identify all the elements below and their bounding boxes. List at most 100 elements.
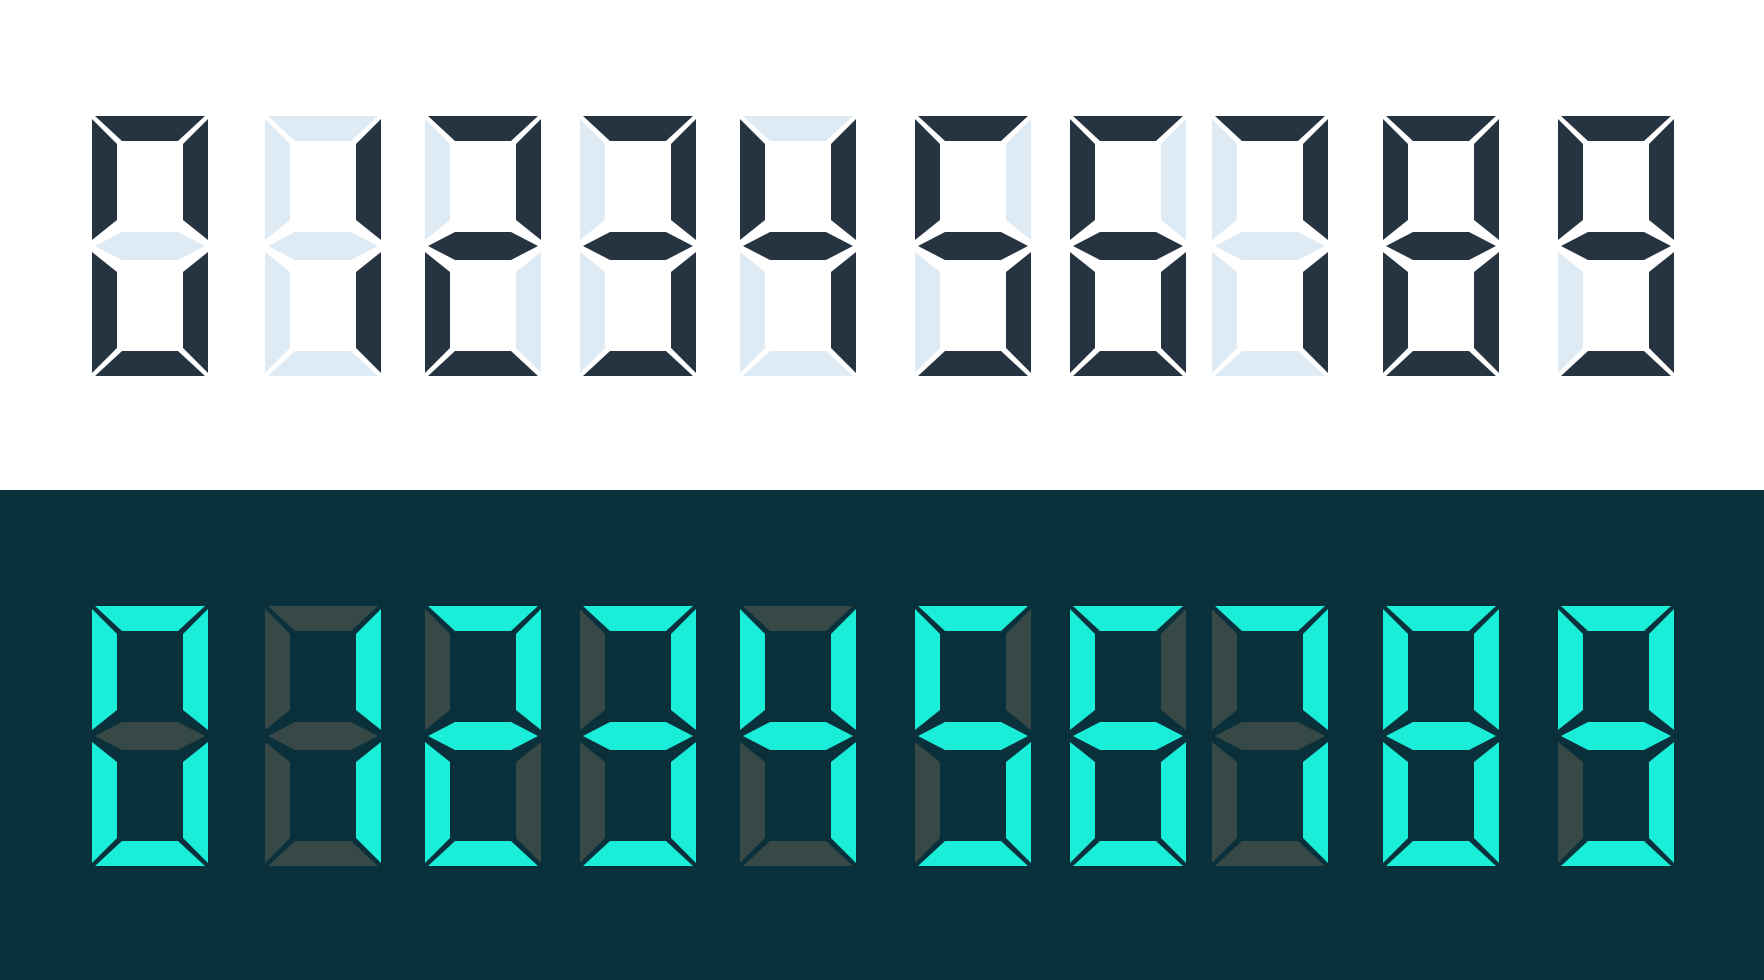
- segment-top-on: [918, 606, 1028, 631]
- segment-upper-left-off: [580, 609, 605, 730]
- segment-lower-right-off: [516, 742, 541, 863]
- segment-bottom-on: [918, 351, 1028, 376]
- segment-middle-off: [268, 232, 378, 260]
- segment-middle-off: [1215, 722, 1325, 750]
- segment-lower-left-off: [580, 252, 605, 373]
- segment-upper-right-off: [1161, 119, 1186, 240]
- segment-upper-left-off: [425, 119, 450, 240]
- segment-middle-on: [428, 722, 538, 750]
- segment-lower-left-off: [740, 742, 765, 863]
- segment-lower-left-on: [1070, 742, 1095, 863]
- segment-top-off: [743, 116, 853, 141]
- light-digit-4: [740, 116, 856, 376]
- dark-digit-7: [1212, 606, 1328, 866]
- segment-lower-right-on: [1303, 252, 1328, 373]
- segment-top-on: [95, 606, 205, 631]
- segment-upper-left-off: [1212, 609, 1237, 730]
- segment-upper-left-on: [1558, 609, 1583, 730]
- segment-lower-left-off: [1558, 252, 1583, 373]
- seven-segment-display: [92, 116, 208, 376]
- segment-upper-left-on: [1383, 119, 1408, 240]
- segment-top-on: [95, 116, 205, 141]
- segment-middle-on: [918, 232, 1028, 260]
- segment-bottom-off: [743, 351, 853, 376]
- segment-middle-on: [1073, 722, 1183, 750]
- segment-upper-right-on: [516, 119, 541, 240]
- dark-digit-1: [265, 606, 381, 866]
- segment-upper-left-off: [580, 119, 605, 240]
- segment-middle-on: [743, 722, 853, 750]
- segment-lower-left-off: [1212, 252, 1237, 373]
- seven-segment-display: [740, 116, 856, 376]
- segment-top-off: [268, 606, 378, 631]
- segment-bottom-on: [1561, 841, 1671, 866]
- seven-segment-display: [1383, 116, 1499, 376]
- segment-lower-right-on: [1161, 252, 1186, 373]
- segment-top-on: [583, 606, 693, 631]
- segment-upper-left-on: [1070, 609, 1095, 730]
- segment-lower-right-on: [356, 742, 381, 863]
- segment-upper-right-on: [831, 119, 856, 240]
- segment-upper-left-off: [265, 609, 290, 730]
- seven-segment-display: [1558, 116, 1674, 376]
- segment-upper-right-off: [1161, 609, 1186, 730]
- seven-segment-display: [915, 606, 1031, 866]
- dark-digit-4: [740, 606, 856, 866]
- segment-middle-on: [743, 232, 853, 260]
- seven-segment-display: [580, 116, 696, 376]
- segment-upper-right-on: [183, 609, 208, 730]
- segment-upper-left-on: [1558, 119, 1583, 240]
- segment-upper-left-on: [915, 119, 940, 240]
- segment-lower-left-off: [740, 252, 765, 373]
- segment-bottom-on: [428, 351, 538, 376]
- segment-upper-right-off: [1006, 609, 1031, 730]
- segment-middle-on: [583, 232, 693, 260]
- segment-lower-right-on: [1303, 742, 1328, 863]
- segment-upper-left-off: [425, 609, 450, 730]
- seven-segment-display: [1212, 116, 1328, 376]
- segment-top-on: [1073, 116, 1183, 141]
- segment-upper-left-on: [92, 609, 117, 730]
- seven-segment-display: [425, 116, 541, 376]
- segment-lower-right-on: [671, 742, 696, 863]
- segment-lower-right-off: [516, 252, 541, 373]
- segment-bottom-on: [1561, 351, 1671, 376]
- segment-top-on: [1215, 116, 1325, 141]
- segment-bottom-on: [95, 841, 205, 866]
- segment-middle-off: [268, 722, 378, 750]
- segment-middle-off: [1215, 232, 1325, 260]
- segment-middle-on: [428, 232, 538, 260]
- segment-lower-right-on: [1006, 742, 1031, 863]
- segment-bottom-on: [1386, 351, 1496, 376]
- light-digit-9: [1558, 116, 1674, 376]
- seven-segment-display: [1558, 606, 1674, 866]
- segment-bottom-on: [428, 841, 538, 866]
- segment-bottom-on: [1073, 841, 1183, 866]
- segment-lower-left-on: [1383, 742, 1408, 863]
- segment-upper-right-on: [1303, 609, 1328, 730]
- segment-middle-on: [1386, 722, 1496, 750]
- seven-segment-display: [1070, 116, 1186, 376]
- seven-segment-display: [265, 606, 381, 866]
- seven-segment-display: [1070, 606, 1186, 866]
- segment-upper-right-on: [1649, 119, 1674, 240]
- dark-digit-0: [92, 606, 208, 866]
- dark-digit-5: [915, 606, 1031, 866]
- segment-upper-left-on: [740, 609, 765, 730]
- segment-upper-left-on: [1383, 609, 1408, 730]
- segment-upper-right-on: [671, 119, 696, 240]
- segment-lower-right-on: [1649, 742, 1674, 863]
- segment-upper-right-on: [516, 609, 541, 730]
- light-theme-panel: [92, 116, 1674, 376]
- dark-theme-panel: [0, 490, 1764, 980]
- segment-middle-on: [583, 722, 693, 750]
- segment-top-off: [268, 116, 378, 141]
- light-digit-7: [1212, 116, 1328, 376]
- seven-segment-display: [425, 606, 541, 866]
- segment-lower-right-on: [1649, 252, 1674, 373]
- segment-bottom-off: [1215, 841, 1325, 866]
- segment-bottom-on: [1386, 841, 1496, 866]
- segment-bottom-off: [1215, 351, 1325, 376]
- segment-upper-right-on: [356, 609, 381, 730]
- segment-bottom-off: [743, 841, 853, 866]
